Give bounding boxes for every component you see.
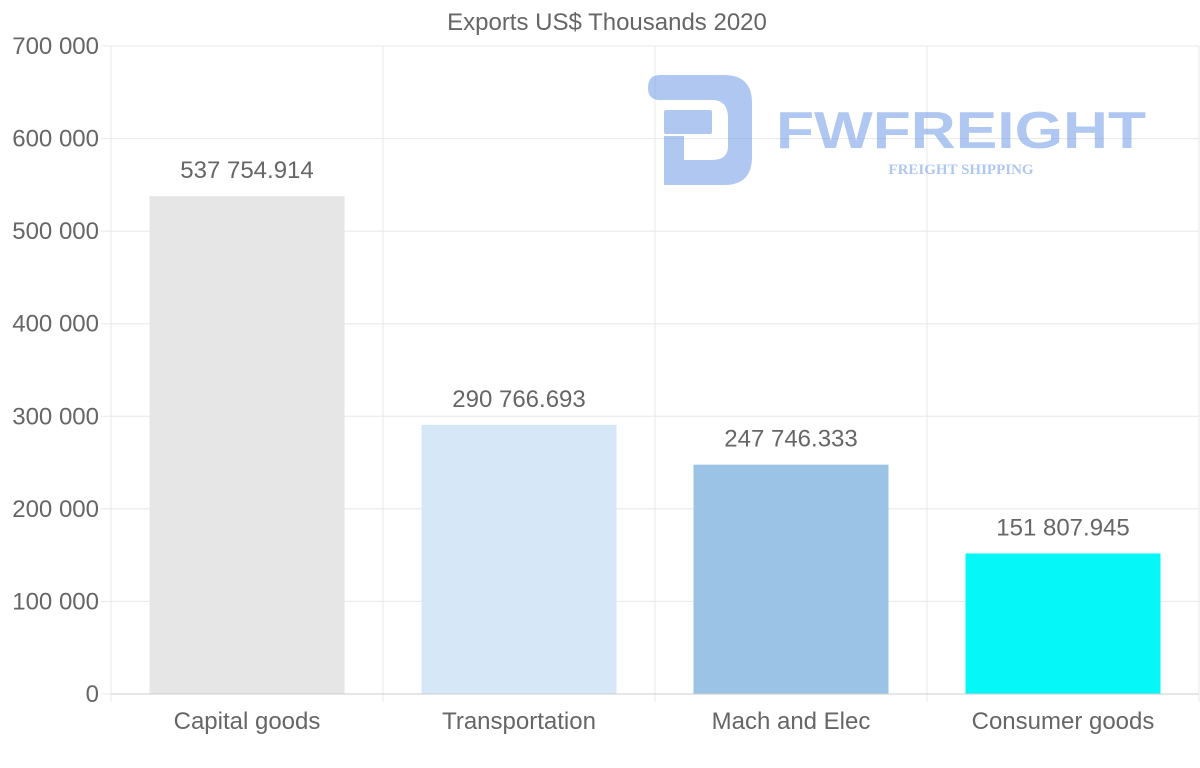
bar-transportation[interactable] bbox=[421, 424, 617, 694]
x-tick-label: Mach and Elec bbox=[712, 708, 871, 735]
bar-mach-and-elec[interactable] bbox=[693, 464, 889, 694]
bar-consumer-goods[interactable] bbox=[965, 553, 1161, 694]
y-tick-label: 100 000 bbox=[12, 588, 99, 615]
fwfreight-logo-icon bbox=[648, 75, 752, 185]
data-label: 247 746.333 bbox=[724, 426, 857, 453]
x-tick-label: Capital goods bbox=[174, 708, 321, 735]
y-tick-label: 400 000 bbox=[12, 311, 99, 338]
x-tick-label: Consumer goods bbox=[972, 708, 1155, 735]
watermark-brand: FWFREIGHT bbox=[776, 102, 1146, 160]
chart-title: Exports US$ Thousands 2020 bbox=[447, 9, 767, 36]
data-label: 537 754.914 bbox=[180, 157, 313, 184]
x-tick-label: Transportation bbox=[442, 708, 596, 735]
y-tick-label: 500 000 bbox=[12, 218, 99, 245]
watermark-logo: FWFREIGHT FREIGHT SHIPPING bbox=[648, 75, 1146, 185]
data-label: 290 766.693 bbox=[452, 386, 585, 413]
y-tick-label: 300 000 bbox=[12, 403, 99, 430]
x-axis-tick-labels: Capital goods Transportation Mach and Elec… bbox=[174, 708, 1155, 735]
data-labels: 537 754.914 290 766.693 247 746.333 151 807… bbox=[180, 157, 1129, 541]
watermark-tagline: FREIGHT SHIPPING bbox=[888, 162, 1033, 178]
y-tick-label: 0 bbox=[86, 681, 99, 708]
y-tick-label: 200 000 bbox=[12, 496, 99, 523]
y-tick-label: 700 000 bbox=[12, 33, 99, 60]
axes bbox=[110, 46, 1199, 695]
bar-capital-goods[interactable] bbox=[149, 196, 345, 694]
bars bbox=[149, 196, 1161, 694]
y-tick-label: 600 000 bbox=[12, 126, 99, 153]
y-axis-tick-labels: 0 100 000 200 000 300 000 400 000 500 000 600 … bbox=[12, 33, 99, 708]
data-label: 151 807.945 bbox=[996, 514, 1129, 541]
